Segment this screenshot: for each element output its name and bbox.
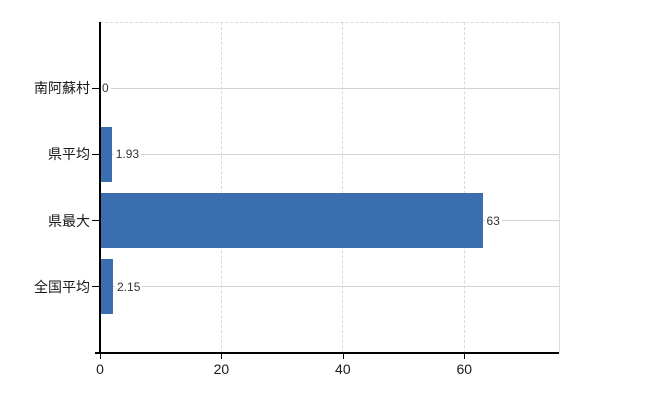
x-tick-20 — [221, 354, 223, 359]
bar-value-label-3: 2.15 — [115, 279, 143, 294]
bar-value-label-0: 0 — [100, 81, 111, 96]
category-label-0: 南阿蘇村 — [34, 80, 90, 97]
bar-value-label-1: 1.93 — [113, 147, 142, 162]
y-axis-labels: 南阿蘇村県平均県最大全国平均 — [0, 22, 90, 353]
vertical-gridline-60 — [463, 22, 465, 353]
bar-value-label-2: 63 — [484, 213, 502, 228]
bar-2 — [100, 193, 483, 249]
plot-right-border — [559, 22, 560, 353]
vertical-gridline-40 — [342, 22, 344, 353]
y-tick-3 — [92, 286, 99, 288]
y-tick-2 — [92, 220, 99, 222]
bar-1 — [100, 126, 112, 182]
y-axis-line — [99, 22, 101, 354]
x-axis-line — [95, 352, 559, 354]
plot-top-border — [100, 22, 559, 23]
x-tick-label-20: 20 — [213, 361, 230, 377]
horizontal-gridline-1 — [100, 153, 559, 155]
plot-area: 0 1.93 63 2.15 — [100, 22, 559, 353]
x-tick-label-60: 60 — [456, 361, 473, 377]
category-label-3: 全国平均 — [34, 278, 90, 295]
category-label-2: 県最大 — [48, 212, 90, 229]
x-tick-0 — [100, 354, 101, 359]
y-tick-1 — [92, 153, 99, 155]
horizontal-gridline-0 — [100, 87, 559, 89]
vertical-gridline-20 — [220, 22, 222, 353]
x-tick-40 — [342, 354, 344, 359]
bar-3 — [100, 259, 114, 315]
category-label-1: 県平均 — [48, 146, 90, 163]
horizontal-gridline-3 — [100, 286, 559, 288]
y-tick-0 — [92, 87, 99, 89]
x-tick-label-40: 40 — [335, 361, 351, 377]
x-tick-60 — [464, 354, 466, 359]
x-tick-label-0: 0 — [96, 361, 104, 377]
